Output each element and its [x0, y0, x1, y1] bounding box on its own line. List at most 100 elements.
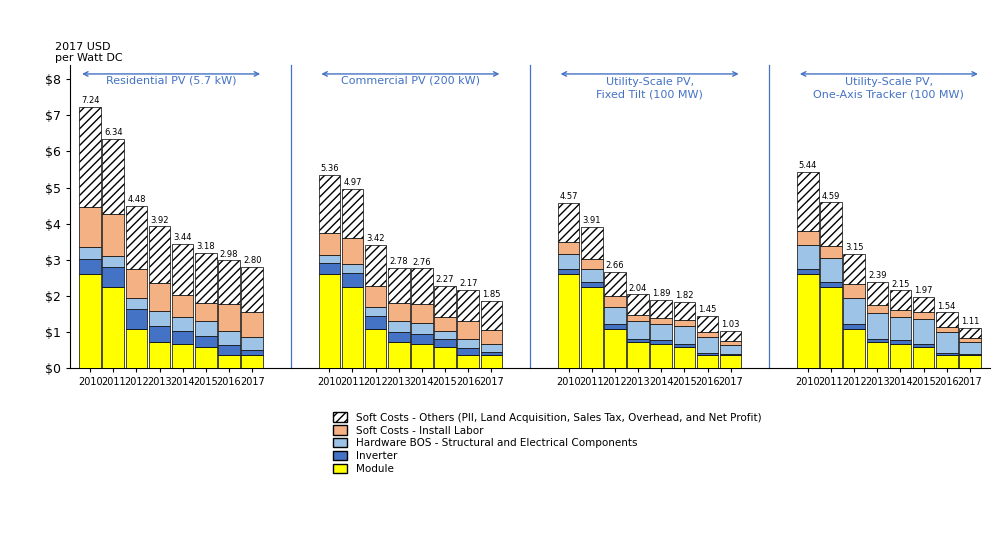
Bar: [172, 344, 193, 368]
Bar: [797, 269, 819, 274]
Bar: [890, 310, 911, 317]
Bar: [604, 307, 626, 324]
Bar: [172, 318, 193, 331]
Bar: [149, 342, 170, 368]
Bar: [936, 327, 958, 332]
Bar: [218, 355, 240, 368]
Bar: [604, 324, 626, 329]
Bar: [126, 269, 147, 298]
Bar: [319, 263, 340, 274]
Bar: [843, 329, 865, 368]
Bar: [720, 331, 741, 341]
Bar: [434, 286, 456, 316]
Bar: [720, 341, 741, 345]
Bar: [650, 340, 672, 344]
Bar: [627, 321, 649, 339]
Bar: [319, 233, 340, 255]
Bar: [79, 259, 101, 274]
Bar: [558, 269, 579, 274]
Bar: [149, 326, 170, 342]
Bar: [241, 312, 263, 337]
Bar: [365, 329, 386, 368]
Text: 4.97: 4.97: [343, 178, 362, 187]
Bar: [411, 268, 433, 305]
Bar: [79, 247, 101, 259]
Bar: [149, 311, 170, 326]
Text: 2017 USD
per Watt DC: 2017 USD per Watt DC: [55, 42, 122, 63]
Text: 2.78: 2.78: [389, 257, 408, 266]
Bar: [241, 350, 263, 355]
Bar: [697, 355, 718, 368]
Bar: [797, 274, 819, 368]
Text: Utility-Scale PV,: Utility-Scale PV,: [606, 77, 694, 87]
Bar: [697, 315, 718, 332]
Bar: [388, 332, 410, 342]
Text: 2.76: 2.76: [413, 258, 431, 267]
Bar: [79, 274, 101, 368]
Text: 3.44: 3.44: [173, 233, 192, 242]
Bar: [411, 334, 433, 344]
Bar: [481, 352, 502, 355]
Bar: [195, 347, 217, 368]
Bar: [319, 274, 340, 368]
Bar: [218, 260, 240, 304]
Bar: [843, 324, 865, 329]
Bar: [365, 245, 386, 286]
Bar: [843, 254, 865, 284]
Bar: [581, 259, 603, 269]
Text: 2.04: 2.04: [629, 283, 647, 293]
Bar: [604, 272, 626, 296]
Text: 3.42: 3.42: [366, 234, 385, 243]
Bar: [674, 326, 695, 344]
Bar: [411, 305, 433, 323]
Text: 2.39: 2.39: [868, 271, 887, 280]
Bar: [913, 347, 934, 368]
Bar: [959, 338, 981, 342]
Text: 3.91: 3.91: [582, 216, 601, 225]
Bar: [342, 263, 363, 273]
Bar: [650, 318, 672, 324]
Bar: [195, 302, 217, 321]
Text: 1.89: 1.89: [652, 289, 670, 298]
Bar: [867, 339, 888, 342]
Bar: [319, 255, 340, 263]
Bar: [959, 328, 981, 338]
Bar: [102, 267, 124, 287]
Text: 2.98: 2.98: [220, 249, 238, 259]
Bar: [797, 245, 819, 269]
Bar: [481, 301, 502, 330]
Text: Residential PV (5.7 kW): Residential PV (5.7 kW): [106, 76, 236, 85]
Bar: [890, 340, 911, 344]
Bar: [913, 319, 934, 344]
Bar: [558, 203, 579, 242]
Bar: [604, 329, 626, 368]
Bar: [890, 344, 911, 368]
Bar: [674, 344, 695, 347]
Bar: [195, 321, 217, 336]
Bar: [627, 294, 649, 314]
Bar: [342, 189, 363, 239]
Bar: [697, 337, 718, 353]
Bar: [627, 342, 649, 368]
Bar: [843, 284, 865, 298]
Bar: [959, 354, 981, 355]
Text: 5.36: 5.36: [320, 164, 339, 173]
Bar: [241, 337, 263, 350]
Text: 2.15: 2.15: [891, 280, 910, 288]
Bar: [218, 345, 240, 355]
Text: 6.34: 6.34: [104, 128, 123, 137]
Bar: [627, 314, 649, 321]
Bar: [172, 295, 193, 318]
Bar: [820, 202, 842, 246]
Bar: [936, 353, 958, 355]
Bar: [627, 339, 649, 342]
Bar: [674, 302, 695, 320]
Text: 1.97: 1.97: [914, 286, 933, 295]
Bar: [558, 242, 579, 254]
Bar: [457, 339, 479, 348]
Bar: [820, 287, 842, 368]
Bar: [720, 354, 741, 355]
Text: 1.54: 1.54: [938, 301, 956, 311]
Bar: [342, 239, 363, 263]
Bar: [126, 329, 147, 368]
